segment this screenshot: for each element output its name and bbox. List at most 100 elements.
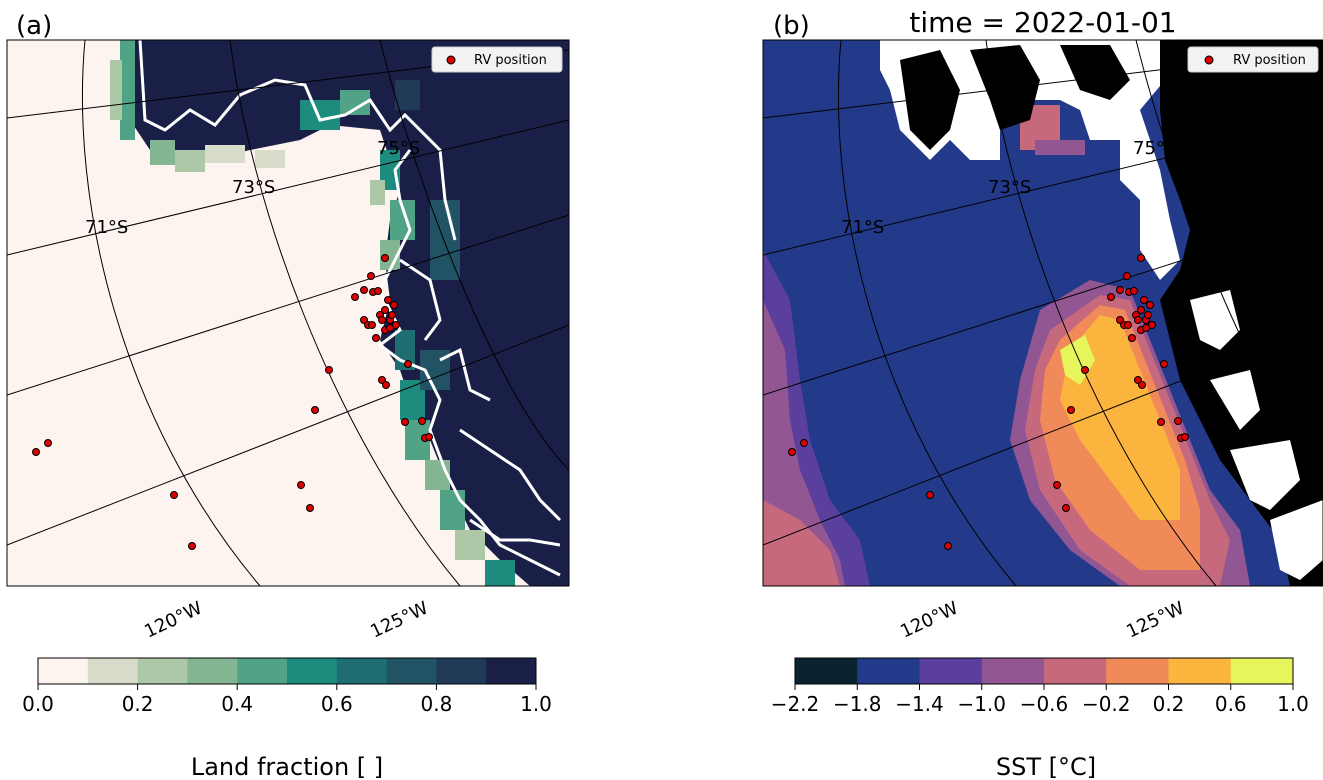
panel-label-b: (b) [773,11,810,41]
rv-position-marker [367,272,375,280]
colorbar-swatch [287,658,338,684]
colorbar-tick-label: 1.0 [520,692,552,716]
lon-label-120: 120°W [141,598,205,643]
lat-label-71-b: 71°S [841,217,884,238]
panel-b-title: time = 2022-01-01 [909,6,1176,39]
colorbar-tick-label: 1.0 [1277,692,1309,716]
rv-position-marker [1128,334,1136,342]
colorbar-swatch [386,658,437,684]
rv-position-marker [1140,296,1148,304]
rv-position-marker [325,366,333,374]
rv-position-marker [372,334,380,342]
colorbar-b [795,658,1294,684]
colorbar-swatch [137,658,188,684]
colorbar-swatch [336,658,388,684]
colorbar-tick-label: 0.8 [420,692,452,716]
rv-position-marker [368,321,376,329]
rv-position-marker [311,406,319,414]
rv-position-marker [1124,321,1132,329]
lat-label-73-b: 73°S [988,177,1031,198]
colorbar-tick-label: 0.2 [1153,692,1185,716]
rv-positions-a [32,254,433,550]
colorbar-tick-label: −1.0 [957,692,1006,716]
rv-position-marker [1181,433,1189,441]
rv-position-marker [1137,306,1145,314]
rv-position-marker [1134,316,1142,324]
lon-label-125-b: 125°W [1123,598,1187,643]
colorbar-tick-label: −1.8 [833,692,882,716]
rv-position-marker [418,417,426,425]
rv-position-marker [1137,254,1145,262]
rv-position-marker [1067,406,1075,414]
colorbar-swatch [1044,658,1107,684]
colorbar-swatch [237,658,288,684]
lat-label-75-b: 75° [1133,138,1165,159]
rv-position-marker [381,254,389,262]
rv-position-marker [381,306,389,314]
colorbar-tick-label: −0.6 [1020,692,1069,716]
rv-position-marker [382,381,390,389]
colorbar-tick-label: −2.2 [771,692,820,716]
graticule-b [763,40,1323,586]
colorbar-swatch [38,658,89,684]
colorbar-a [38,658,537,684]
colorbar-swatch [919,658,983,684]
colorbar-swatch [981,658,1045,684]
rv-position-marker [1130,287,1138,295]
rv-position-marker [1107,293,1115,301]
lat-label-73: 73°S [232,177,275,198]
lon-label-120-b: 120°W [897,598,961,643]
rv-position-marker [404,360,412,368]
rv-position-marker [1144,311,1152,319]
rv-position-marker [1160,360,1168,368]
legend-a-text: RV position [474,53,547,68]
coastal-band [110,40,515,586]
colorbar-a-ticks: 0.0 0.2 0.4 0.6 0.8 1.0 [22,684,552,716]
rv-position-marker [1146,301,1154,309]
colorbar-tick-label: −0.2 [1082,692,1131,716]
rv-position-marker [944,542,952,550]
colorbar-swatch [486,658,537,684]
rv-position-marker [1138,381,1146,389]
rv-position-marker [351,293,359,301]
lon-label-125: 125°W [367,598,431,643]
rv-position-marker [1116,286,1124,294]
colorbar-swatch [1168,658,1232,684]
sst-warm-patch [1010,280,1250,586]
rv-position-marker [390,301,398,309]
rv-position-marker [32,448,40,456]
sst-west-patch [763,250,870,586]
rv-position-marker [1081,366,1089,374]
colorbar-swatch [795,658,858,684]
colorbar-tick-label: 0.4 [221,692,253,716]
rv-position-marker [384,296,392,304]
rv-position-marker [360,286,368,294]
panel-b-map [763,40,1323,586]
colorbar-tick-label: 0.2 [122,692,154,716]
colorbar-a-label: Land fraction [ ] [191,753,383,780]
coastline-a [138,40,562,577]
rv-position-marker [800,439,808,447]
colorbar-swatch [87,658,139,684]
colorbar-b-ticks: −2.2 −1.8 −1.4 −1.0 −0.6 −0.2 0.2 0.6 1.0 [771,684,1309,716]
colorbar-tick-label: 0.6 [321,692,353,716]
rv-position-marker [388,311,396,319]
colorbar-b-label: SST [°C] [996,753,1096,780]
rv-position-marker [1062,504,1070,512]
panel-label-a: (a) [16,11,52,41]
colorbar-swatch [436,658,487,684]
rv-position-marker [306,504,314,512]
rv-position-marker [1123,272,1131,280]
colorbar-swatch [857,658,920,684]
colorbar-swatch [187,658,238,684]
rv-position-marker [1157,418,1165,426]
colorbar-tick-label: 0.6 [1215,692,1247,716]
rv-position-marker [386,324,394,332]
rv-position-marker [297,481,305,489]
colorbar-tick-label: −1.4 [895,692,944,716]
colorbar-swatch [1106,658,1169,684]
legend-b: RV position [1187,46,1319,73]
legend-b-text: RV position [1233,53,1306,68]
panel-a-map [7,40,569,586]
